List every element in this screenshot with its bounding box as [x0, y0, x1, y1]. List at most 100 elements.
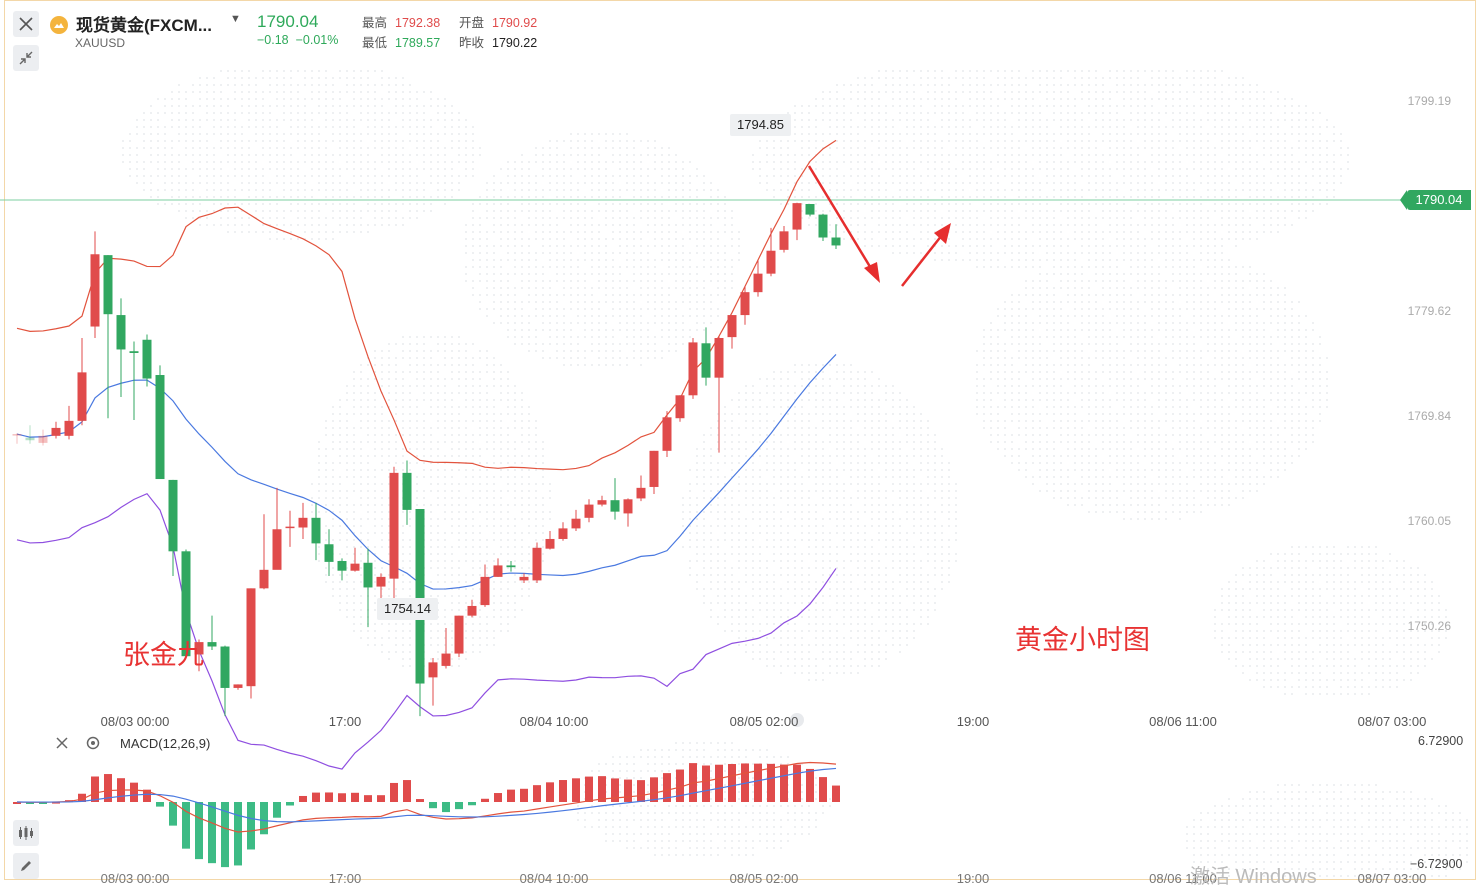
- macd-bar: [520, 789, 528, 802]
- candle: [104, 255, 113, 418]
- candle: [247, 588, 256, 698]
- price-tick: 1769.84: [1408, 409, 1451, 423]
- bollinger-middle-band: [17, 354, 836, 589]
- candle: [533, 542, 542, 583]
- macd-bar: [377, 795, 385, 802]
- candle: [520, 573, 529, 583]
- down-arrow-head: [864, 262, 880, 283]
- down-arrow-line: [809, 166, 872, 270]
- bollinger-upper-band: [17, 140, 836, 469]
- chart-caption: 黄金小时图: [1015, 618, 1150, 657]
- macd-bar: [286, 802, 294, 806]
- candle: [377, 573, 386, 600]
- macd-bar: [390, 783, 398, 802]
- macd-bar: [442, 802, 450, 812]
- macd-bar: [572, 778, 580, 802]
- time-tick: 19:00: [957, 714, 990, 729]
- price-tick: 1760.05: [1408, 514, 1451, 528]
- macd-max: 6.72900: [1418, 734, 1463, 748]
- macd-bar: [208, 802, 216, 863]
- candle: [676, 395, 685, 421]
- candle: [728, 315, 737, 348]
- macd-panel: [13, 762, 840, 867]
- macd-bar: [598, 776, 606, 802]
- candle: [442, 628, 451, 669]
- macd-bar: [832, 786, 840, 802]
- candle: [598, 496, 607, 507]
- macd-bar: [299, 796, 307, 802]
- time-tick-bottom: 08/07 03:00: [1358, 871, 1427, 886]
- time-tick-bottom: 17:00: [329, 871, 362, 886]
- time-tick: 08/04 10:00: [520, 714, 589, 729]
- macd-bar: [767, 764, 775, 802]
- macd-bar: [130, 783, 138, 802]
- candle: [780, 226, 789, 252]
- time-tick: 08/05 02:00: [730, 714, 799, 729]
- high-price-callout: 1794.85: [730, 114, 791, 136]
- candle: [819, 214, 828, 241]
- candle: [585, 499, 594, 522]
- time-tick: 08/03 00:00: [101, 714, 170, 729]
- macd-bar: [728, 764, 736, 802]
- candle: [156, 365, 165, 479]
- macd-bar: [559, 780, 567, 802]
- macd-dea-line: [17, 768, 836, 821]
- candle: [481, 565, 490, 607]
- author-note: 张金九: [123, 633, 204, 672]
- candle: [806, 204, 815, 216]
- macd-bar: [702, 766, 710, 802]
- macd-bar: [351, 793, 359, 802]
- macd-bar: [650, 777, 658, 802]
- candle: [429, 658, 438, 706]
- time-tick: 17:00: [329, 714, 362, 729]
- candle: [208, 616, 217, 650]
- macd-bar: [793, 765, 801, 802]
- candle: [650, 451, 659, 494]
- candle: [351, 548, 360, 572]
- candle: [273, 488, 282, 570]
- macd-bar: [91, 776, 99, 802]
- candle: [364, 549, 373, 627]
- macd-bar: [429, 802, 437, 808]
- candle: [143, 334, 152, 386]
- macd-bar: [819, 777, 827, 802]
- candle: [52, 422, 61, 439]
- time-tick: 08/06 11:00: [1149, 714, 1217, 729]
- candle: [78, 338, 87, 425]
- candle: [39, 430, 48, 446]
- candle: [26, 425, 35, 444]
- candle: [702, 327, 711, 385]
- candle: [559, 522, 568, 541]
- time-tick: 08/07 03:00: [1358, 714, 1427, 729]
- candle: [65, 406, 74, 439]
- current-price-tag: 1790.04: [1407, 190, 1471, 210]
- candle: [234, 684, 243, 689]
- macd-settings-icon[interactable]: [85, 735, 101, 754]
- macd-bar: [416, 799, 424, 802]
- macd-bar: [780, 765, 788, 802]
- macd-bar: [754, 764, 762, 802]
- low-price-callout: 1754.14: [377, 598, 438, 620]
- candle: [793, 203, 802, 240]
- time-tick-bottom: 08/03 00:00: [101, 871, 170, 886]
- macd-bar: [156, 802, 164, 807]
- macd-bar: [481, 799, 489, 802]
- macd-bar: [312, 793, 320, 802]
- macd-close-icon[interactable]: [54, 735, 70, 754]
- price-tick: 1750.26: [1408, 619, 1451, 633]
- macd-label: MACD(12,26,9): [120, 736, 210, 751]
- candle: [507, 561, 516, 572]
- price-tick: 1779.62: [1408, 304, 1451, 318]
- candle: [715, 336, 724, 452]
- candle: [338, 558, 347, 580]
- candle: [624, 498, 633, 526]
- macd-dif-line: [17, 762, 836, 832]
- candle: [546, 531, 555, 550]
- macd-bar: [806, 769, 814, 802]
- macd-bar: [364, 795, 372, 802]
- macd-bar: [585, 777, 593, 802]
- macd-bar: [468, 802, 476, 805]
- candle: [832, 224, 841, 249]
- world-map-background: [122, 70, 1468, 877]
- candle: [767, 228, 776, 276]
